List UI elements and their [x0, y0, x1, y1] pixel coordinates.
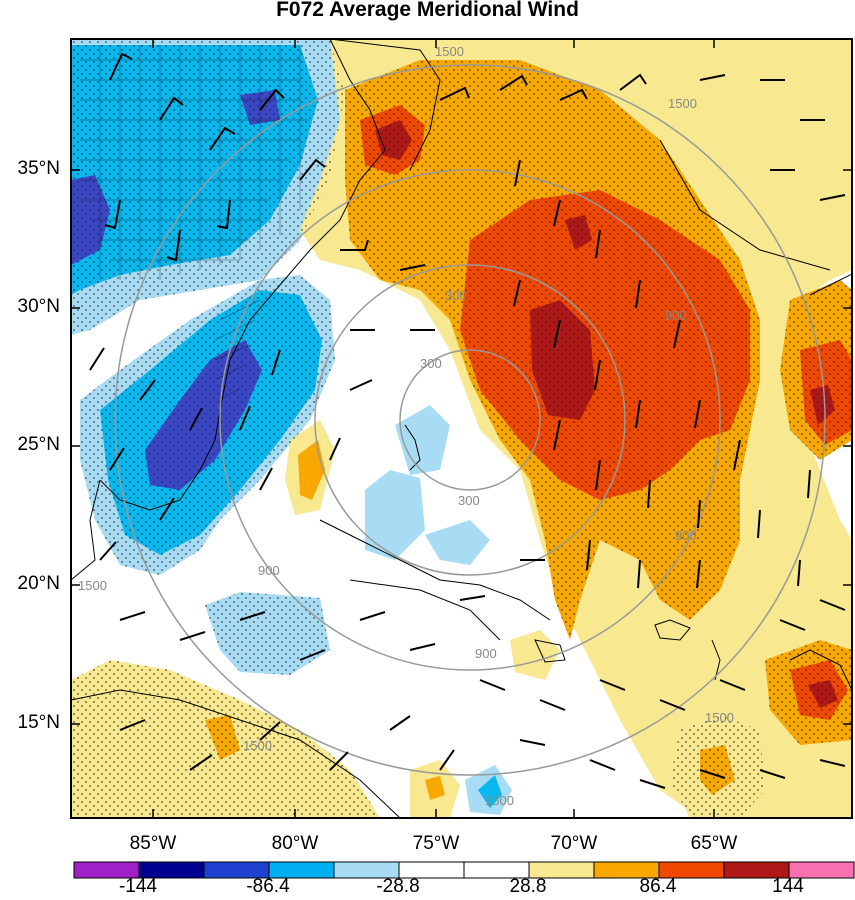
latitude-label: 35°N	[17, 158, 60, 179]
contour-label: 900	[258, 563, 280, 578]
longitude-label: 80°W	[271, 833, 319, 854]
contour-label: 1500	[78, 578, 107, 593]
contour-label: 900	[675, 528, 697, 543]
contour-label: 300	[420, 356, 442, 371]
contour-label: 900	[665, 308, 687, 323]
contour-label: 300	[445, 288, 467, 303]
latitude-label: 15°N	[17, 712, 60, 733]
map-title: F072 Average Meridional Wind	[276, 0, 579, 21]
colorbar-swatch	[788, 861, 855, 879]
contour-label: 1500	[435, 44, 464, 59]
longitude-label: 70°W	[550, 833, 598, 854]
colorbar	[73, 861, 855, 879]
coastlines	[71, 39, 852, 818]
latitude-label: 20°N	[17, 573, 60, 594]
colorbar-label: 28.8	[509, 876, 547, 897]
axis-ticks	[71, 39, 852, 818]
colorbar-label: -28.8	[376, 876, 420, 897]
colorbar-label: 144	[772, 876, 804, 897]
map-plot-area: 300 300 300 900 900 900 900 1500 1500 15…	[71, 39, 852, 818]
contour-label-group: 300 300 300 900 900 900 900 1500 1500 15…	[78, 44, 734, 808]
contour-label: 1500	[668, 96, 697, 111]
contour-label: 1500	[705, 710, 734, 725]
colorbar-label: 86.4	[639, 876, 677, 897]
colorbar-label: -144	[118, 876, 158, 897]
contour-label: 300	[458, 493, 480, 508]
contour-label: 1500	[243, 738, 272, 753]
longitude-label: 65°W	[690, 833, 738, 854]
contour-label: 900	[475, 646, 497, 661]
longitude-label: 85°W	[129, 833, 177, 854]
contour-label: 1500	[485, 793, 514, 808]
stipple-overlay	[71, 39, 852, 818]
latitude-label: 30°N	[17, 296, 60, 317]
map-frame	[70, 38, 853, 819]
longitude-label: 75°W	[412, 833, 460, 854]
latitude-label: 25°N	[17, 434, 60, 455]
height-contours	[114, 64, 826, 776]
county-lines	[80, 45, 310, 401]
wind-barbs	[89, 52, 846, 789]
colorbar-label: -86.4	[246, 876, 290, 897]
